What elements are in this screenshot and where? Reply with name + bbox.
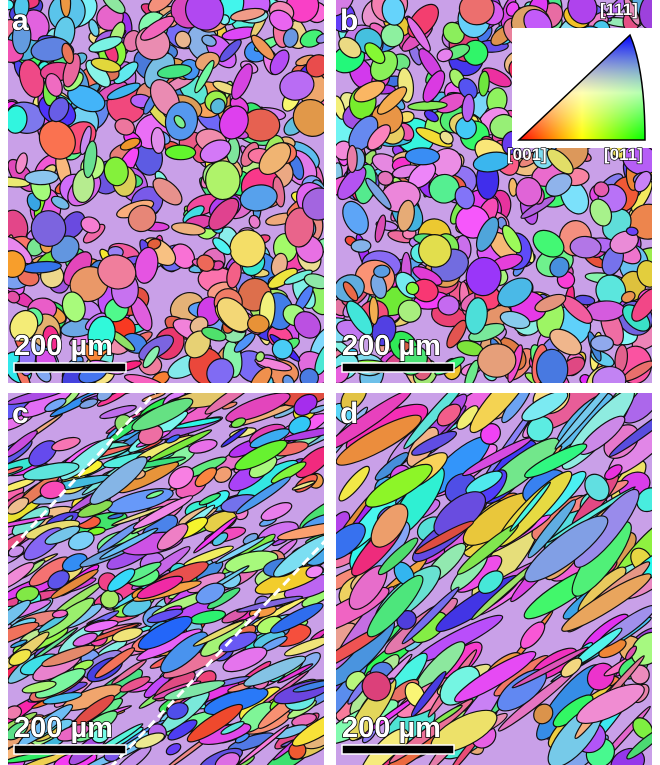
panel-label: d (340, 397, 358, 430)
grain (373, 265, 390, 278)
grain (477, 343, 516, 378)
ebsd-map: c 200 µm (0, 374, 356, 765)
ipf-left: [001] (507, 145, 547, 164)
grain (351, 239, 371, 253)
grain (369, 297, 379, 325)
scale-bar (14, 363, 126, 372)
panel-label: c (12, 397, 29, 430)
ipf-top: [111] (600, 0, 638, 19)
ebsd-map: a 200 µm (0, 0, 341, 403)
scale-bar (342, 363, 454, 372)
scale-bar (342, 745, 454, 754)
scale-bar-label: 200 µm (14, 712, 113, 744)
scale-bar (14, 745, 126, 754)
grain (405, 148, 439, 165)
grain (437, 295, 459, 315)
grain (272, 339, 292, 359)
scale-bar-label: 200 µm (342, 330, 441, 362)
ipf-right: [011] (604, 145, 643, 164)
scale-bar-label: 200 µm (14, 330, 113, 362)
grain (165, 145, 195, 160)
grain (591, 335, 614, 351)
figure: a 200 µm b 200 µm c 200 µm d 200 µm [111] [001]… (0, 0, 660, 765)
grain (205, 160, 240, 200)
panel-label: b (340, 4, 358, 37)
ebsd-map: d 200 µm (303, 355, 660, 765)
grain (347, 145, 357, 172)
scale-bar-label: 200 µm (342, 712, 441, 744)
panel-label: a (12, 4, 29, 37)
